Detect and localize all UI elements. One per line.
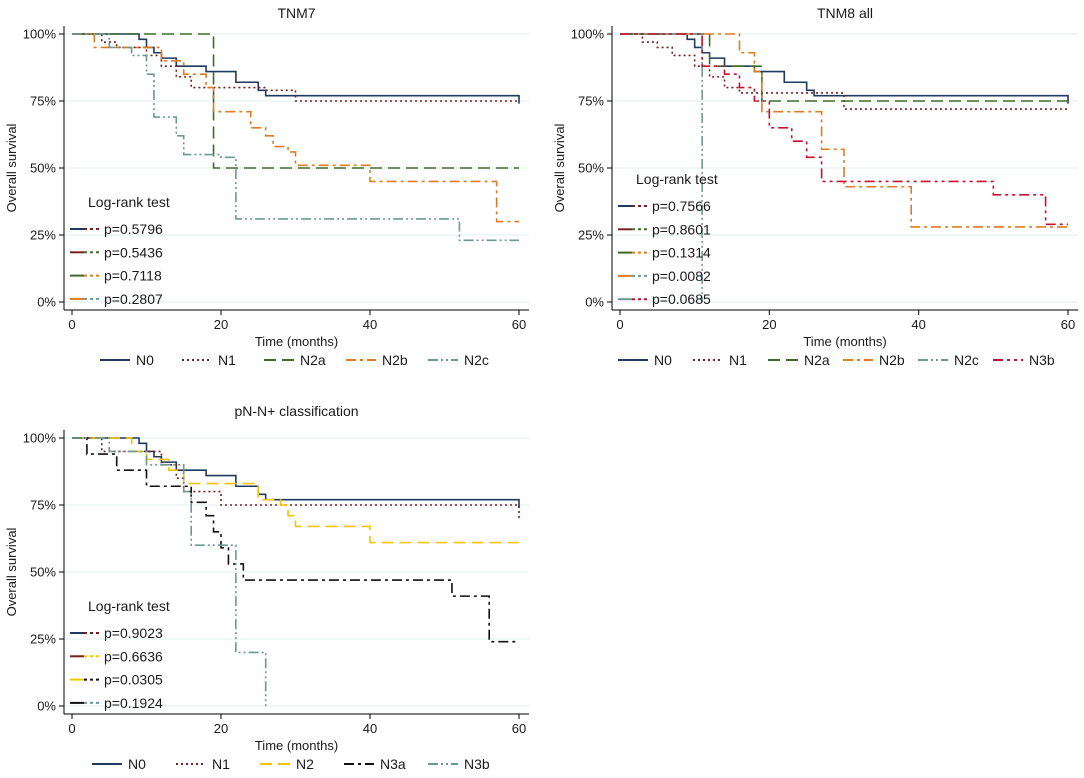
legend-label-n1: N1 <box>218 352 236 368</box>
chart-title: pN-N+ classification <box>234 403 358 419</box>
survival-line-n1 <box>72 437 520 519</box>
legend-label-n1: N1 <box>729 352 747 368</box>
legend-label-n3a: N3a <box>380 756 406 772</box>
survival-line-n2a <box>72 33 519 169</box>
survival-line-n3b <box>620 33 1068 226</box>
y-axis-title: Overall survival <box>4 527 19 616</box>
logrank-pvalue: p=0.7118 <box>104 268 162 284</box>
legend-label-n2a: N2a <box>804 352 830 368</box>
survival-line-n2a <box>620 33 1068 102</box>
y-tick-label: 75% <box>30 498 56 513</box>
chart-panel-2: TNM8 all 0% 25% 50% 75% 100% 0 20 40 60 Time (mont… <box>552 5 1078 368</box>
legend-label-n2b: N2b <box>879 352 905 368</box>
logrank-pvalue: p=0.5796 <box>104 221 163 237</box>
survival-line-n2b <box>620 33 1068 228</box>
survival-line-n0 <box>72 437 520 508</box>
logrank-pvalue: p=0.7566 <box>652 198 711 214</box>
x-tick-label: 40 <box>363 721 377 736</box>
chart-panel-1: TNM7 0% 25% 50% 75% 100% 0 20 40 60 Time (months) O… <box>4 5 529 368</box>
chart-panel-3: pN-N+ classification 0% 25% 50% 75% 100% 0 20 40… <box>4 403 529 772</box>
legend-label-n2c: N2c <box>464 352 489 368</box>
x-axis-title: Time (months) <box>255 334 338 349</box>
x-tick-label: 60 <box>512 317 526 332</box>
y-tick-label: 100% <box>23 27 57 42</box>
chart-title: TNM8 all <box>817 5 873 21</box>
logrank-title: Log-rank test <box>636 171 718 187</box>
logrank-pvalue: p=0.2807 <box>104 291 163 307</box>
survival-line-n2 <box>72 437 519 544</box>
y-tick-label: 25% <box>30 632 56 647</box>
legend-label-n2a: N2a <box>300 352 326 368</box>
x-tick-label: 20 <box>762 317 776 332</box>
logrank-pvalue: p=0.8601 <box>652 221 711 237</box>
survival-line-n0 <box>72 33 520 104</box>
survival-line-n3a <box>72 437 519 643</box>
survival-line-n2b <box>72 33 519 223</box>
y-tick-label: 0% <box>585 295 604 310</box>
logrank-pvalue: p=0.6636 <box>104 648 163 664</box>
legend-label-n1: N1 <box>212 756 230 772</box>
y-axis-title: Overall survival <box>4 123 19 212</box>
logrank-title: Log-rank test <box>88 598 170 614</box>
y-tick-label: 0% <box>37 699 56 714</box>
survival-line-n1 <box>620 33 1068 110</box>
survival-line-n2c <box>620 33 703 302</box>
logrank-pvalue: p=0.0305 <box>104 672 163 688</box>
legend-label-n0: N0 <box>136 352 154 368</box>
legend-label-n2: N2 <box>296 756 314 772</box>
logrank-pvalue: p=0.1924 <box>104 695 163 711</box>
x-tick-label: 20 <box>214 317 228 332</box>
y-axis-title: Overall survival <box>552 123 567 212</box>
x-tick-label: 40 <box>911 317 925 332</box>
y-tick-label: 75% <box>30 94 56 109</box>
x-tick-label: 20 <box>214 721 228 736</box>
survival-line-n2c <box>72 33 519 242</box>
y-tick-label: 75% <box>578 94 604 109</box>
chart-title: TNM7 <box>277 5 315 21</box>
legend-label-n0: N0 <box>654 352 672 368</box>
y-tick-label: 50% <box>30 565 56 580</box>
y-tick-label: 100% <box>23 431 57 446</box>
logrank-pvalue: p=0.5436 <box>104 244 163 260</box>
legend-label-n2c: N2c <box>954 352 979 368</box>
survival-line-n1 <box>72 33 519 102</box>
y-tick-label: 0% <box>37 295 56 310</box>
x-tick-label: 60 <box>1061 317 1075 332</box>
y-tick-label: 25% <box>578 228 604 243</box>
logrank-title: Log-rank test <box>88 194 170 210</box>
logrank-pvalue: p=0.9023 <box>104 625 163 641</box>
survival-line-n0 <box>620 33 1069 104</box>
x-tick-label: 0 <box>68 317 75 332</box>
x-tick-label: 60 <box>512 721 526 736</box>
x-tick-label: 0 <box>68 721 75 736</box>
y-tick-label: 50% <box>578 161 604 176</box>
legend-label-n3b: N3b <box>1029 352 1055 368</box>
legend-label-n0: N0 <box>128 756 146 772</box>
y-tick-label: 50% <box>30 161 56 176</box>
x-tick-label: 40 <box>363 317 377 332</box>
x-tick-label: 0 <box>616 317 623 332</box>
y-tick-label: 25% <box>30 228 56 243</box>
legend-label-n2b: N2b <box>382 352 408 368</box>
logrank-pvalue: p=0.0082 <box>652 268 711 284</box>
x-axis-title: Time (months) <box>803 334 886 349</box>
survival-line-n3b <box>72 437 267 706</box>
legend-label-n3b: N3b <box>464 756 490 772</box>
x-axis-title: Time (months) <box>255 738 338 753</box>
logrank-pvalue: p=0.1314 <box>652 245 711 261</box>
y-tick-label: 100% <box>571 27 605 42</box>
logrank-pvalue: p=0.0685 <box>652 291 711 307</box>
